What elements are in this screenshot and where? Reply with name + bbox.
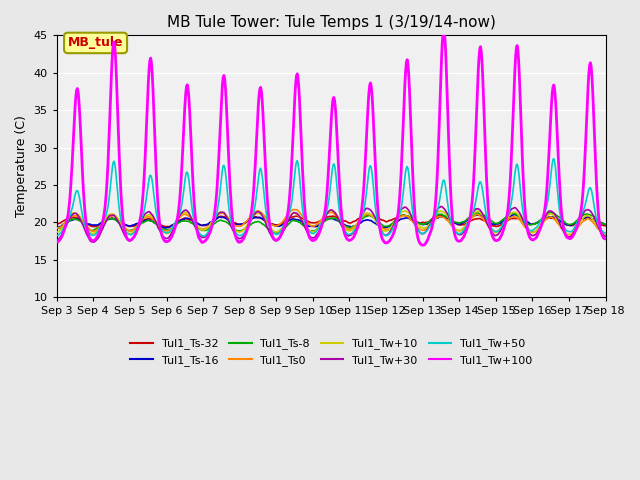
Y-axis label: Temperature (C): Temperature (C) bbox=[15, 115, 28, 217]
Legend: Tul1_Ts-32, Tul1_Ts-16, Tul1_Ts-8, Tul1_Ts0, Tul1_Tw+10, Tul1_Tw+30, Tul1_Tw+50,: Tul1_Ts-32, Tul1_Ts-16, Tul1_Ts-8, Tul1_… bbox=[126, 334, 536, 370]
Text: MB_tule: MB_tule bbox=[68, 36, 124, 49]
Title: MB Tule Tower: Tule Temps 1 (3/19/14-now): MB Tule Tower: Tule Temps 1 (3/19/14-now… bbox=[167, 15, 495, 30]
